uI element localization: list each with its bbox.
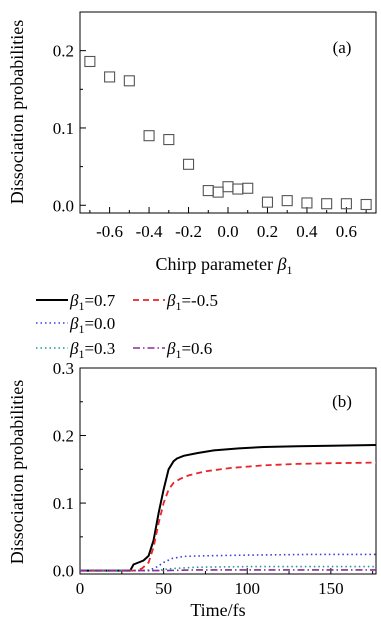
- chart-b-xtick-label: 150: [318, 579, 344, 598]
- chart-b-series-line-4: [80, 569, 376, 572]
- chart-a-point: [232, 183, 244, 195]
- legend-label-2: β1=0.0: [69, 314, 115, 336]
- legend-value: =0.3: [84, 339, 115, 358]
- chart-a-xtick-label: 0.6: [336, 222, 357, 241]
- chart-a-xtick-label: 0.0: [217, 222, 238, 241]
- chart-a-xtick-label: 0.2: [257, 222, 278, 241]
- chart-a-ticks: -0.6 -0.4 -0.2 0.0 0.2 0.4 0.6 0.0 0.1 0.2: [53, 42, 367, 241]
- legend-value: =-0.5: [181, 291, 218, 310]
- legend-subscript: 1: [78, 322, 84, 336]
- chart-a-point: [163, 134, 175, 146]
- chart-a-panel-label: (a): [333, 38, 352, 57]
- legend-subscript: 1: [175, 299, 181, 313]
- legend-value: =0.7: [84, 291, 115, 310]
- legend-label-3: β1=0.3: [69, 339, 115, 361]
- chart-a-point: [202, 185, 214, 197]
- chart-b-marks: [80, 444, 377, 572]
- legend-symbol: β: [166, 291, 176, 310]
- chart-b-ylabel: Dissociation probabilities: [7, 380, 27, 564]
- legend-label-0: β1=0.7: [69, 291, 116, 313]
- chart-a-point: [104, 71, 116, 83]
- chart-b-series-line-3: [80, 565, 376, 572]
- chart-b-ytick-label: 0.0: [53, 562, 74, 581]
- legend-subscript: 1: [78, 299, 84, 313]
- chart-a-point: [340, 198, 352, 210]
- chart-a-xlabel-main: Chirp parameter: [156, 254, 278, 274]
- legend-symbol: β: [69, 339, 79, 358]
- chart-a-xlabel-symbol: β: [276, 254, 286, 274]
- chart-a-point: [182, 158, 195, 170]
- chart-b-legend: β1=0.7 β1=-0.5β1=0.0β1=0.3 β1=0.6: [36, 291, 218, 361]
- chart-b-frame: [79, 367, 377, 575]
- chart-a-ytick-label: 0.1: [53, 119, 74, 138]
- chart-a-marks: [84, 55, 372, 211]
- chart-a-ytick-label: 0.0: [53, 196, 74, 215]
- legend-symbol: β: [166, 339, 176, 358]
- legend-subscript: 1: [78, 347, 84, 361]
- chart-b-xlabel: Time/fs: [190, 600, 245, 620]
- chart-a: -0.6 -0.4 -0.2 0.0 0.2 0.4 0.6 0.0 0.1 0.2 (a) Di…: [7, 11, 377, 277]
- chart-b-ytick-label: 0.3: [53, 359, 74, 378]
- chart-a-xtick-label: 0.4: [296, 222, 318, 241]
- chart-a-point: [321, 198, 333, 210]
- legend-label-4: β1=0.6: [166, 339, 212, 361]
- chart-a-xlabel-sub: 1: [286, 263, 292, 277]
- chart-a-point: [360, 198, 372, 211]
- legend-label-1: β1=-0.5: [166, 291, 218, 313]
- chart-b-xtick-label: 0: [76, 579, 85, 598]
- chart-a-point: [123, 75, 135, 87]
- chart-b-series-line-2: [80, 553, 376, 572]
- chart-b-ytick-label: 0.1: [53, 494, 74, 513]
- chart-a-point: [222, 181, 234, 193]
- chart-a-point: [84, 55, 96, 68]
- legend-subscript: 1: [175, 347, 181, 361]
- chart-b-panel-label: (b): [332, 392, 352, 411]
- chart-a-point: [143, 130, 155, 142]
- chart-a-xtick-label: -0.6: [96, 222, 123, 241]
- chart-a-point: [261, 196, 274, 208]
- chart-b-xtick-label: 50: [155, 579, 172, 598]
- chart-b-ytick-label: 0.2: [53, 427, 74, 446]
- chart-b-series-line-0: [80, 444, 377, 572]
- chart-b-series-line-1: [80, 461, 377, 572]
- chart-a-ytick-label: 0.2: [53, 42, 74, 61]
- chart-b: 0 50 100 150 0.0 0.1 0.2 0.3 (b) Dissociation p…: [7, 359, 377, 620]
- legend-value: =0.0: [84, 314, 115, 333]
- chart-a-xlabel: Chirp parameter β1: [156, 254, 293, 277]
- chart-b-xtick-label: 100: [234, 579, 260, 598]
- chart-a-ylabel: Dissociation probabilities: [7, 20, 27, 204]
- chart-a-point: [281, 195, 293, 207]
- chart-a-point: [212, 186, 224, 198]
- chart-a-point: [301, 197, 313, 209]
- chart-a-point: [242, 182, 254, 194]
- legend-symbol: β: [69, 291, 79, 310]
- chart-a-xtick-label: -0.2: [175, 222, 202, 241]
- legend-symbol: β: [69, 314, 79, 333]
- chart-b-ticks: 0 50 100 150 0.0 0.1 0.2 0.3: [53, 359, 374, 598]
- legend-value: =0.6: [181, 339, 212, 358]
- chart-a-xtick-label: -0.4: [136, 222, 163, 241]
